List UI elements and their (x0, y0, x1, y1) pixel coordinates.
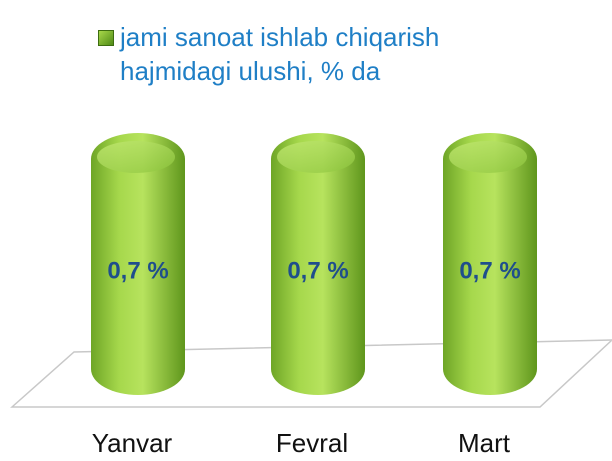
x-tick-label: Yanvar (92, 428, 173, 458)
bar-cap (277, 141, 355, 173)
x-tick-label: Mart (458, 428, 511, 458)
legend: jami sanoat ishlab chiqarish hajmidagi u… (98, 20, 538, 88)
bar (271, 133, 365, 395)
data-label: 0,7 % (459, 257, 520, 284)
legend-label: jami sanoat ishlab chiqarish hajmidagi u… (120, 22, 440, 86)
bar (443, 133, 537, 395)
bar-cap (449, 141, 527, 173)
x-tick-label: Fevral (276, 428, 348, 458)
legend-marker (98, 30, 114, 46)
data-label: 0,7 % (107, 257, 168, 284)
data-label: 0,7 % (287, 257, 348, 284)
bar (91, 133, 185, 395)
bar-cap (97, 141, 175, 173)
